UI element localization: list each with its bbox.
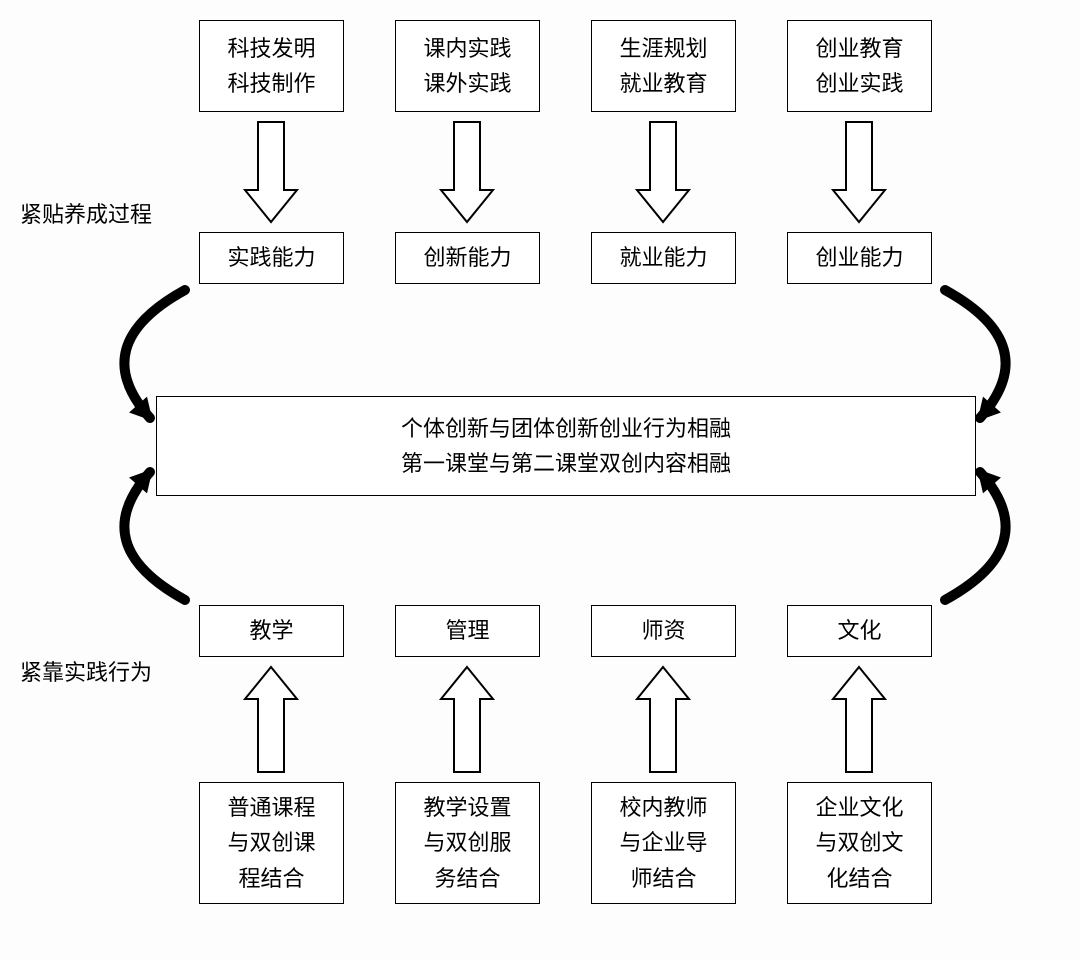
side-label-top: 紧贴养成过程 (20, 200, 152, 231)
top-box-2-l1: 生涯规划 (619, 31, 707, 66)
bottom-box-0: 普通课程 与双创课 程结合 (199, 782, 344, 904)
up-arrow-3 (833, 667, 885, 772)
top-box-1-l1: 课内实践 (423, 31, 511, 66)
bottom-box-3: 企业文化 与双创文 化结合 (787, 782, 932, 904)
bottom-box-0-l3: 程结合 (238, 861, 304, 896)
down-arrow-1 (441, 122, 493, 222)
bottom-box-3-l1: 企业文化 (815, 790, 903, 825)
up-arrow-2 (637, 667, 689, 772)
top-box-2: 生涯规划 就业教育 (591, 20, 736, 112)
aspect-box-1: 管理 (395, 605, 540, 657)
side-label-bottom: 紧靠实践行为 (20, 658, 152, 689)
bottom-box-2: 校内教师 与企业导 师结合 (591, 782, 736, 904)
center-box: 个体创新与团体创新创业行为相融 第一课堂与第二课堂双创内容相融 (156, 396, 976, 496)
top-box-1: 课内实践 课外实践 (395, 20, 540, 112)
bottom-box-0-l2: 与双创课 (227, 825, 315, 860)
bottom-box-1-l3: 务结合 (434, 861, 500, 896)
top-box-0-l1: 科技发明 (227, 31, 315, 66)
center-box-l1: 个体创新与团体创新创业行为相融 (401, 411, 731, 446)
bottom-box-2-l2: 与企业导 (619, 825, 707, 860)
bottom-box-1-l2: 与双创服 (423, 825, 511, 860)
ability-box-3: 创业能力 (787, 232, 932, 284)
ability-box-3-label: 创业能力 (815, 240, 903, 275)
top-box-2-l2: 就业教育 (619, 66, 707, 101)
bottom-box-2-l1: 校内教师 (619, 790, 707, 825)
ability-box-0: 实践能力 (199, 232, 344, 284)
aspect-box-0-label: 教学 (249, 613, 293, 648)
ability-box-1: 创新能力 (395, 232, 540, 284)
aspect-box-2-label: 师资 (641, 613, 685, 648)
ability-box-2: 就业能力 (591, 232, 736, 284)
bottom-box-1-l1: 教学设置 (423, 790, 511, 825)
top-box-1-l2: 课外实践 (423, 66, 511, 101)
bottom-box-0-l1: 普通课程 (227, 790, 315, 825)
top-box-3: 创业教育 创业实践 (787, 20, 932, 112)
top-box-3-l2: 创业实践 (815, 66, 903, 101)
bottom-box-2-l3: 师结合 (630, 861, 696, 896)
bottom-box-3-l2: 与双创文 (815, 825, 903, 860)
up-arrow-0 (245, 667, 297, 772)
aspect-box-3: 文化 (787, 605, 932, 657)
bottom-box-1: 教学设置 与双创服 务结合 (395, 782, 540, 904)
down-arrow-2 (637, 122, 689, 222)
down-arrow-3 (833, 122, 885, 222)
top-box-0-l2: 科技制作 (227, 66, 315, 101)
bottom-box-3-l3: 化结合 (826, 861, 892, 896)
aspect-box-0: 教学 (199, 605, 344, 657)
up-arrow-1 (441, 667, 493, 772)
ability-box-2-label: 就业能力 (619, 240, 707, 275)
ability-box-0-label: 实践能力 (227, 240, 315, 275)
top-box-0: 科技发明 科技制作 (199, 20, 344, 112)
top-box-3-l1: 创业教育 (815, 31, 903, 66)
aspect-box-3-label: 文化 (837, 613, 881, 648)
aspect-box-1-label: 管理 (445, 613, 489, 648)
down-arrow-0 (245, 122, 297, 222)
ability-box-1-label: 创新能力 (423, 240, 511, 275)
aspect-box-2: 师资 (591, 605, 736, 657)
center-box-l2: 第一课堂与第二课堂双创内容相融 (401, 446, 731, 481)
